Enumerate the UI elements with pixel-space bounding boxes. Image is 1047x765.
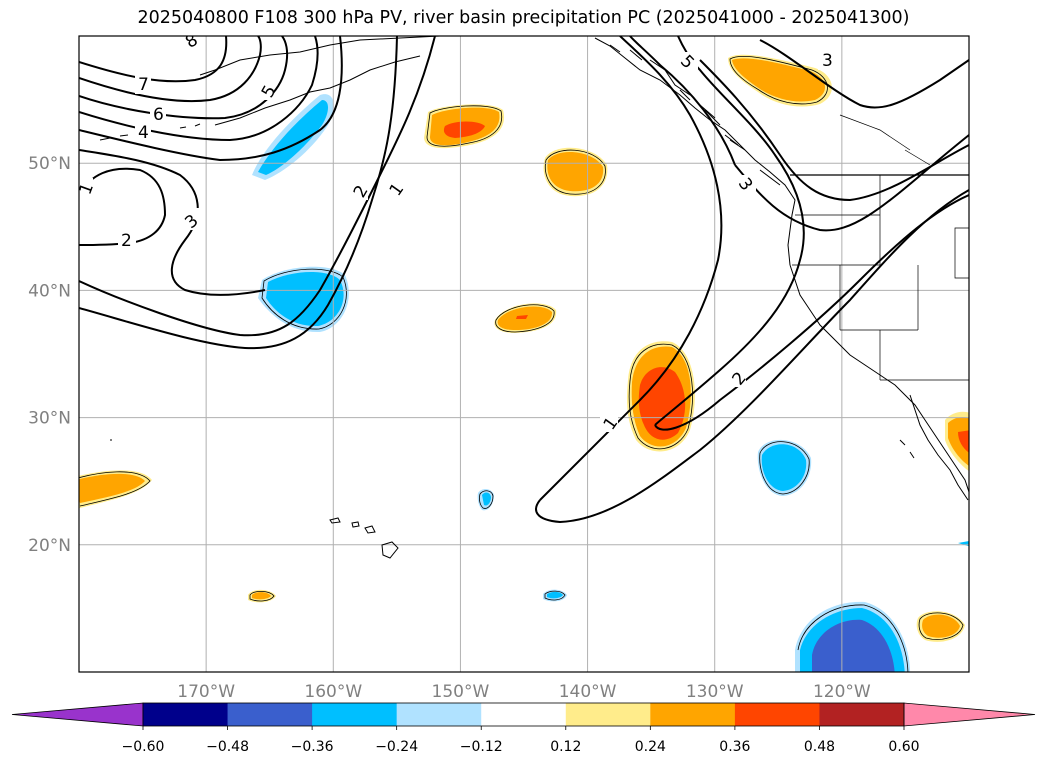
lon-tick-label: 130°W — [686, 682, 744, 702]
colorbar — [11, 702, 1036, 727]
colorbar-segment — [143, 703, 229, 726]
lat-tick-label: 30°N — [28, 409, 71, 429]
colorbar-tick-label: −0.12 — [460, 739, 503, 755]
colorbar-segment — [650, 703, 736, 726]
colorbar-segment — [819, 703, 905, 726]
lon-tick-label: 150°W — [432, 682, 490, 702]
bc-coast — [594, 37, 796, 266]
chart-title: 2025040800 F108 300 hPa PV, river basin … — [137, 8, 910, 28]
colorbar-frame — [142, 702, 905, 727]
pv-label-3-ne: 3 — [822, 51, 833, 71]
pv-contour-west-2 — [79, 36, 343, 162]
hawaii-islands — [329, 517, 399, 559]
colorbar-segment — [312, 703, 398, 726]
pv-contour-1-east — [539, 36, 723, 501]
alaska-coast — [199, 36, 441, 76]
colorbar-tick-label: −0.60 — [122, 739, 165, 755]
map-frame — [78, 35, 970, 673]
colorbar-tick-label: 0.24 — [635, 739, 666, 755]
lon-tick-label: 140°W — [559, 682, 617, 702]
colorbar-tick-labels: −0.60 −0.48 −0.36 −0.24 −0.12 0.12 0.24 0.36 0.4… — [122, 726, 920, 755]
lon-tick-label: 170°W — [177, 682, 235, 702]
lon-tick-label: 160°W — [304, 682, 362, 702]
lat-tick-label: 20°N — [28, 536, 71, 556]
colorbar-tick-label: 0.36 — [719, 739, 750, 755]
latitude-labels: 50°N 40°N 30°N 20°N — [28, 154, 71, 556]
colorbar-segment — [565, 703, 651, 726]
colorbar-segment — [481, 703, 567, 726]
pv-label-2-far-west: 2 — [121, 231, 132, 251]
baja-coast — [909, 394, 969, 501]
gridlines — [79, 36, 969, 672]
pv-contour-5-east — [699, 59, 969, 202]
map-background — [79, 36, 969, 672]
pv-label-4-west: 4 — [138, 123, 149, 143]
lat-tick-label: 40°N — [28, 281, 71, 301]
pv-label-6-west: 6 — [153, 105, 164, 125]
pv-contour-2-east — [654, 36, 805, 426]
pv-contour-labels: 2 1 1 2 3 3 5 2 3 1 4 6 7 5 — [79, 36, 836, 434]
colorbar-segment — [396, 703, 482, 726]
pv-contour-west-1 — [79, 167, 167, 246]
pv-label-7-west: 7 — [138, 75, 149, 95]
pv-contour-1-west — [79, 36, 436, 337]
colorbar-segment — [227, 703, 313, 726]
pv-contours — [79, 36, 969, 524]
shading-outlines — [79, 55, 964, 672]
colorbar-segment — [734, 703, 820, 726]
longitude-labels: 170°W 160°W 150°W 140°W 130°W 120°W — [177, 682, 871, 702]
colorbar-tick-label: −0.48 — [206, 739, 249, 755]
colorbar-extend-high — [903, 702, 1036, 727]
colorbar-tick-label: 0.12 — [550, 739, 581, 755]
colorbar-tick-label: 0.48 — [804, 739, 835, 755]
colorbar-tick-label: 0.60 — [888, 739, 919, 755]
lon-tick-label: 120°W — [813, 682, 871, 702]
lat-tick-label: 50°N — [28, 154, 71, 174]
colorbar-tick-label: −0.24 — [375, 739, 418, 755]
pv-contour-3-east — [734, 134, 969, 232]
colorbar-tick-label: −0.36 — [291, 739, 334, 755]
precipitation-shading — [79, 54, 969, 672]
coastlines — [99, 36, 969, 559]
pv-contour-2-west — [79, 36, 398, 350]
colorbar-extend-low — [11, 702, 144, 727]
